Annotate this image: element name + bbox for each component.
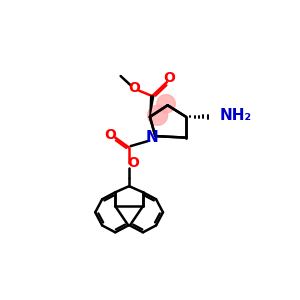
Text: O: O [127, 156, 139, 170]
Polygon shape [150, 96, 154, 117]
Text: O: O [105, 128, 117, 142]
Text: O: O [163, 71, 175, 85]
Circle shape [148, 105, 168, 125]
Text: N: N [146, 130, 159, 145]
Text: NH₂: NH₂ [219, 108, 251, 123]
Circle shape [157, 94, 175, 113]
Text: O: O [129, 81, 140, 95]
